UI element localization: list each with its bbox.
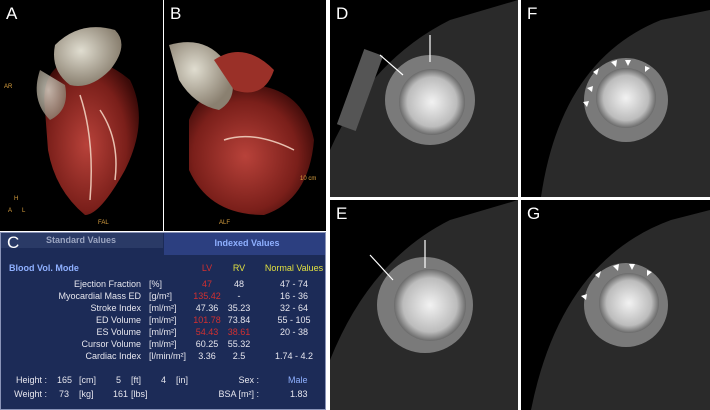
tab xyxy=(1,233,163,248)
cell: 5 xyxy=(116,375,122,385)
row-unit: [ml/m²] xyxy=(149,339,177,349)
rv-value: 38.61 xyxy=(227,327,251,337)
tab-label[interactable]: Indexed Values xyxy=(214,238,280,248)
panel-b: ALF 10 cm B xyxy=(164,0,326,231)
heart-render: AR FAL H A L xyxy=(4,27,139,226)
annotation: AR xyxy=(4,84,13,90)
annotation: H xyxy=(14,196,18,202)
cell: 1.83 xyxy=(290,389,308,399)
tab-label[interactable]: Standard Values xyxy=(45,235,117,245)
panel-label: D xyxy=(336,4,349,23)
lv-value: 135.42 xyxy=(193,291,221,301)
panel-e: E xyxy=(330,200,518,410)
row-name: Cardiac Index xyxy=(85,351,141,361)
ct-image xyxy=(541,10,710,197)
lv-value: 47 xyxy=(201,279,213,289)
normal-range: 32 - 64 xyxy=(279,303,309,313)
cell: [kg] xyxy=(79,389,94,399)
row-unit: [l/min/m²] xyxy=(149,351,186,361)
row-unit: [g/m²] xyxy=(149,291,173,301)
panel-c: C Standard Values Indexed Values Blood Vol… xyxy=(0,232,326,410)
normal-range: 47 - 74 xyxy=(279,279,309,289)
panel-f: F xyxy=(521,0,710,197)
panel-label: C xyxy=(7,233,20,252)
panel-a: AR FAL H A L A xyxy=(0,0,163,231)
normal-range: 20 - 38 xyxy=(279,327,309,337)
cell: BSA [m²] : xyxy=(218,389,259,399)
row-unit: [ml/m²] xyxy=(149,315,177,325)
row-name: Myocardial Mass ED xyxy=(58,291,141,301)
panel-d: D xyxy=(330,0,518,197)
rv-value: 2.5 xyxy=(232,351,246,361)
rv-value: 73.84 xyxy=(227,315,251,325)
cell: Sex : xyxy=(238,375,259,385)
lv-value: 54.43 xyxy=(195,327,219,337)
rv-value: 35.23 xyxy=(227,303,251,313)
annotation: FAL xyxy=(98,220,109,226)
annotation: 10 cm xyxy=(300,176,316,182)
normal-range: 16 - 36 xyxy=(279,291,309,301)
cell: Male xyxy=(288,375,308,385)
cell: [lbs] xyxy=(131,389,148,399)
lv-value: 3.36 xyxy=(198,351,216,361)
panel-label: A xyxy=(6,4,18,23)
row-unit: [ml/m²] xyxy=(149,303,177,313)
cell: [in] xyxy=(176,375,189,385)
cell: [cm] xyxy=(79,375,96,385)
ct-image xyxy=(330,0,518,197)
ct-image xyxy=(531,210,710,410)
heart-render: ALF 10 cm xyxy=(169,42,316,226)
cell: [ft] xyxy=(131,375,142,385)
lv-value: 60.25 xyxy=(195,339,219,349)
normal-range: 1.74 - 4.2 xyxy=(274,351,314,361)
panel-label: G xyxy=(527,204,541,223)
panel-label: E xyxy=(336,204,348,223)
annotation: L xyxy=(22,208,26,214)
lv-value: 47.36 xyxy=(195,303,219,313)
cell: 165 xyxy=(57,375,73,385)
header: LV xyxy=(201,263,213,273)
rv-value: 55.32 xyxy=(227,339,251,349)
header: Normal Values xyxy=(264,263,324,273)
annotation: ALF xyxy=(219,220,230,226)
cell: 73 xyxy=(59,389,70,399)
panel-g: G xyxy=(521,200,710,410)
row-name: Ejection Fraction xyxy=(73,279,141,289)
cell: 4 xyxy=(161,375,167,385)
annotation: A xyxy=(8,208,12,214)
normal-range: 55 - 105 xyxy=(277,315,311,325)
rv-value: - xyxy=(237,291,241,301)
row-unit: [%] xyxy=(149,279,163,289)
panel-label: F xyxy=(527,4,538,23)
lv-value: 101.78 xyxy=(193,315,221,325)
ct-image xyxy=(330,200,518,410)
header: Blood Vol. Mode xyxy=(9,263,79,273)
row-name: ED Volume xyxy=(95,315,141,325)
tab-active xyxy=(164,233,325,255)
header: RV xyxy=(232,263,246,273)
rv-value: 48 xyxy=(233,279,245,289)
row-name: ES Volume xyxy=(96,327,141,337)
row-unit: [ml/m²] xyxy=(149,327,177,337)
row-name: Stroke Index xyxy=(90,303,141,313)
row-name: Cursor Volume xyxy=(81,339,141,349)
cell: Height : xyxy=(15,375,47,385)
cell: Weight : xyxy=(14,389,47,399)
panel-label: B xyxy=(170,4,182,23)
cell: 161 xyxy=(113,389,129,399)
